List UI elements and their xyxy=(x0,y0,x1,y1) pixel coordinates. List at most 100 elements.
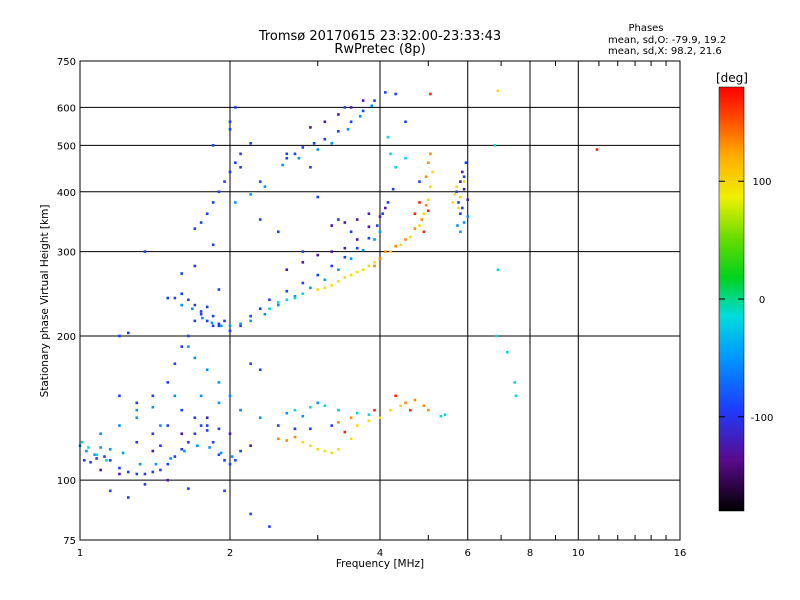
data-point xyxy=(378,416,382,420)
data-point xyxy=(276,437,280,441)
data-point xyxy=(293,435,297,439)
colorbar-tick-label: 0 xyxy=(759,295,765,306)
x-tick-label: 1 xyxy=(77,548,83,559)
data-point xyxy=(151,470,155,474)
data-point xyxy=(135,401,139,405)
data-point xyxy=(228,128,232,131)
data-point xyxy=(323,449,327,453)
data-point xyxy=(459,180,462,183)
data-point xyxy=(337,421,340,424)
data-point xyxy=(135,440,139,444)
data-point xyxy=(355,246,359,250)
y-tick-label: 75 xyxy=(63,536,76,547)
data-point xyxy=(301,440,305,444)
data-point xyxy=(249,362,252,366)
data-point xyxy=(367,236,371,240)
data-point xyxy=(239,449,242,453)
data-point xyxy=(349,437,353,441)
data-point xyxy=(426,209,430,213)
data-point xyxy=(330,284,334,287)
data-point xyxy=(451,201,455,204)
data-point xyxy=(217,288,221,291)
data-point xyxy=(135,472,139,476)
data-point xyxy=(337,268,340,272)
data-point xyxy=(166,296,170,300)
data-point xyxy=(108,459,112,462)
data-point xyxy=(173,455,177,458)
data-point xyxy=(219,324,223,328)
data-point xyxy=(108,447,112,451)
data-point xyxy=(316,148,320,151)
data-point xyxy=(367,225,371,229)
data-point xyxy=(135,408,139,412)
data-point xyxy=(309,126,312,129)
data-point xyxy=(378,215,382,218)
data-point xyxy=(460,170,464,174)
data-point xyxy=(367,264,371,268)
data-point xyxy=(263,185,267,188)
data-point xyxy=(413,398,417,402)
data-point xyxy=(217,322,221,326)
x-tick-label: 6 xyxy=(465,548,471,559)
data-point xyxy=(118,334,121,338)
data-point xyxy=(293,152,297,156)
data-point xyxy=(211,201,215,204)
grid-lines xyxy=(80,61,680,540)
data-point xyxy=(285,152,289,156)
data-point xyxy=(493,144,497,147)
data-point xyxy=(358,114,362,118)
data-point xyxy=(462,175,466,179)
data-point xyxy=(514,394,518,398)
data-point xyxy=(249,512,252,516)
data-point xyxy=(118,394,121,398)
data-point xyxy=(355,238,359,241)
data-point xyxy=(381,212,384,215)
data-point xyxy=(105,459,108,462)
data-point xyxy=(239,322,242,326)
data-point xyxy=(426,408,430,412)
data-point xyxy=(323,286,327,290)
x-axis-ticks: 1 2 4 6 8 10 16 xyxy=(77,61,686,559)
data-point xyxy=(337,408,340,412)
data-point xyxy=(239,165,242,169)
data-point xyxy=(391,187,395,191)
data-point xyxy=(180,303,184,307)
data-point xyxy=(234,201,237,204)
data-point xyxy=(211,144,215,147)
data-point xyxy=(349,416,353,420)
data-point xyxy=(199,221,203,224)
data-point xyxy=(343,276,347,279)
data-point xyxy=(217,324,221,328)
data-point xyxy=(373,260,376,264)
data-point xyxy=(301,292,305,296)
data-point xyxy=(355,270,359,274)
data-point xyxy=(276,424,280,427)
data-point xyxy=(263,312,267,316)
data-point xyxy=(466,215,470,218)
data-point xyxy=(346,128,350,131)
data-point xyxy=(143,472,147,476)
data-point xyxy=(330,264,334,268)
data-point xyxy=(223,319,226,323)
data-point xyxy=(99,432,102,436)
colorbar-tick-label: 100 xyxy=(752,177,771,188)
data-point xyxy=(193,432,197,436)
data-point xyxy=(151,405,155,409)
data-point xyxy=(258,180,262,183)
data-point xyxy=(404,401,407,405)
data-point xyxy=(378,257,382,260)
data-point xyxy=(193,416,197,420)
data-point xyxy=(496,268,500,272)
data-point xyxy=(455,190,458,194)
data-point xyxy=(301,260,305,264)
data-point xyxy=(309,444,312,448)
data-point xyxy=(228,462,232,466)
colorbar-tick-label: -100 xyxy=(751,413,774,424)
data-point xyxy=(230,455,234,458)
data-point xyxy=(258,368,262,372)
data-point xyxy=(422,230,426,234)
data-point xyxy=(118,472,121,476)
data-point xyxy=(456,224,459,227)
data-point xyxy=(439,414,443,418)
data-point xyxy=(373,238,376,241)
